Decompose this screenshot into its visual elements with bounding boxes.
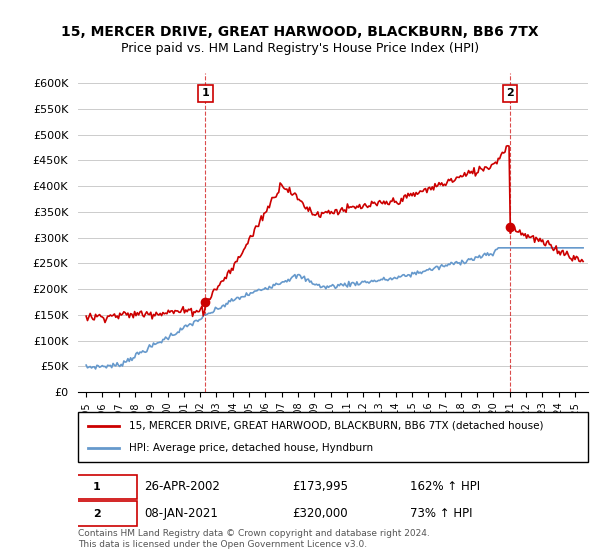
Text: £320,000: £320,000 bbox=[292, 507, 348, 520]
Text: Contains HM Land Registry data © Crown copyright and database right 2024.
This d: Contains HM Land Registry data © Crown c… bbox=[78, 529, 430, 549]
FancyBboxPatch shape bbox=[58, 474, 137, 499]
Text: 2: 2 bbox=[506, 88, 514, 99]
Text: Price paid vs. HM Land Registry's House Price Index (HPI): Price paid vs. HM Land Registry's House … bbox=[121, 42, 479, 55]
Text: 15, MERCER DRIVE, GREAT HARWOOD, BLACKBURN, BB6 7TX: 15, MERCER DRIVE, GREAT HARWOOD, BLACKBU… bbox=[61, 25, 539, 39]
Text: HPI: Average price, detached house, Hyndburn: HPI: Average price, detached house, Hynd… bbox=[129, 443, 373, 453]
Text: 15, MERCER DRIVE, GREAT HARWOOD, BLACKBURN, BB6 7TX (detached house): 15, MERCER DRIVE, GREAT HARWOOD, BLACKBU… bbox=[129, 421, 544, 431]
Text: 1: 1 bbox=[202, 88, 209, 99]
FancyBboxPatch shape bbox=[78, 412, 588, 462]
Text: 08-JAN-2021: 08-JAN-2021 bbox=[145, 507, 218, 520]
Text: £173,995: £173,995 bbox=[292, 480, 348, 493]
Text: 162% ↑ HPI: 162% ↑ HPI bbox=[409, 480, 479, 493]
Text: 26-APR-2002: 26-APR-2002 bbox=[145, 480, 220, 493]
Text: 73% ↑ HPI: 73% ↑ HPI bbox=[409, 507, 472, 520]
FancyBboxPatch shape bbox=[58, 501, 137, 526]
Text: 2: 2 bbox=[93, 508, 101, 519]
Text: 1: 1 bbox=[93, 482, 101, 492]
